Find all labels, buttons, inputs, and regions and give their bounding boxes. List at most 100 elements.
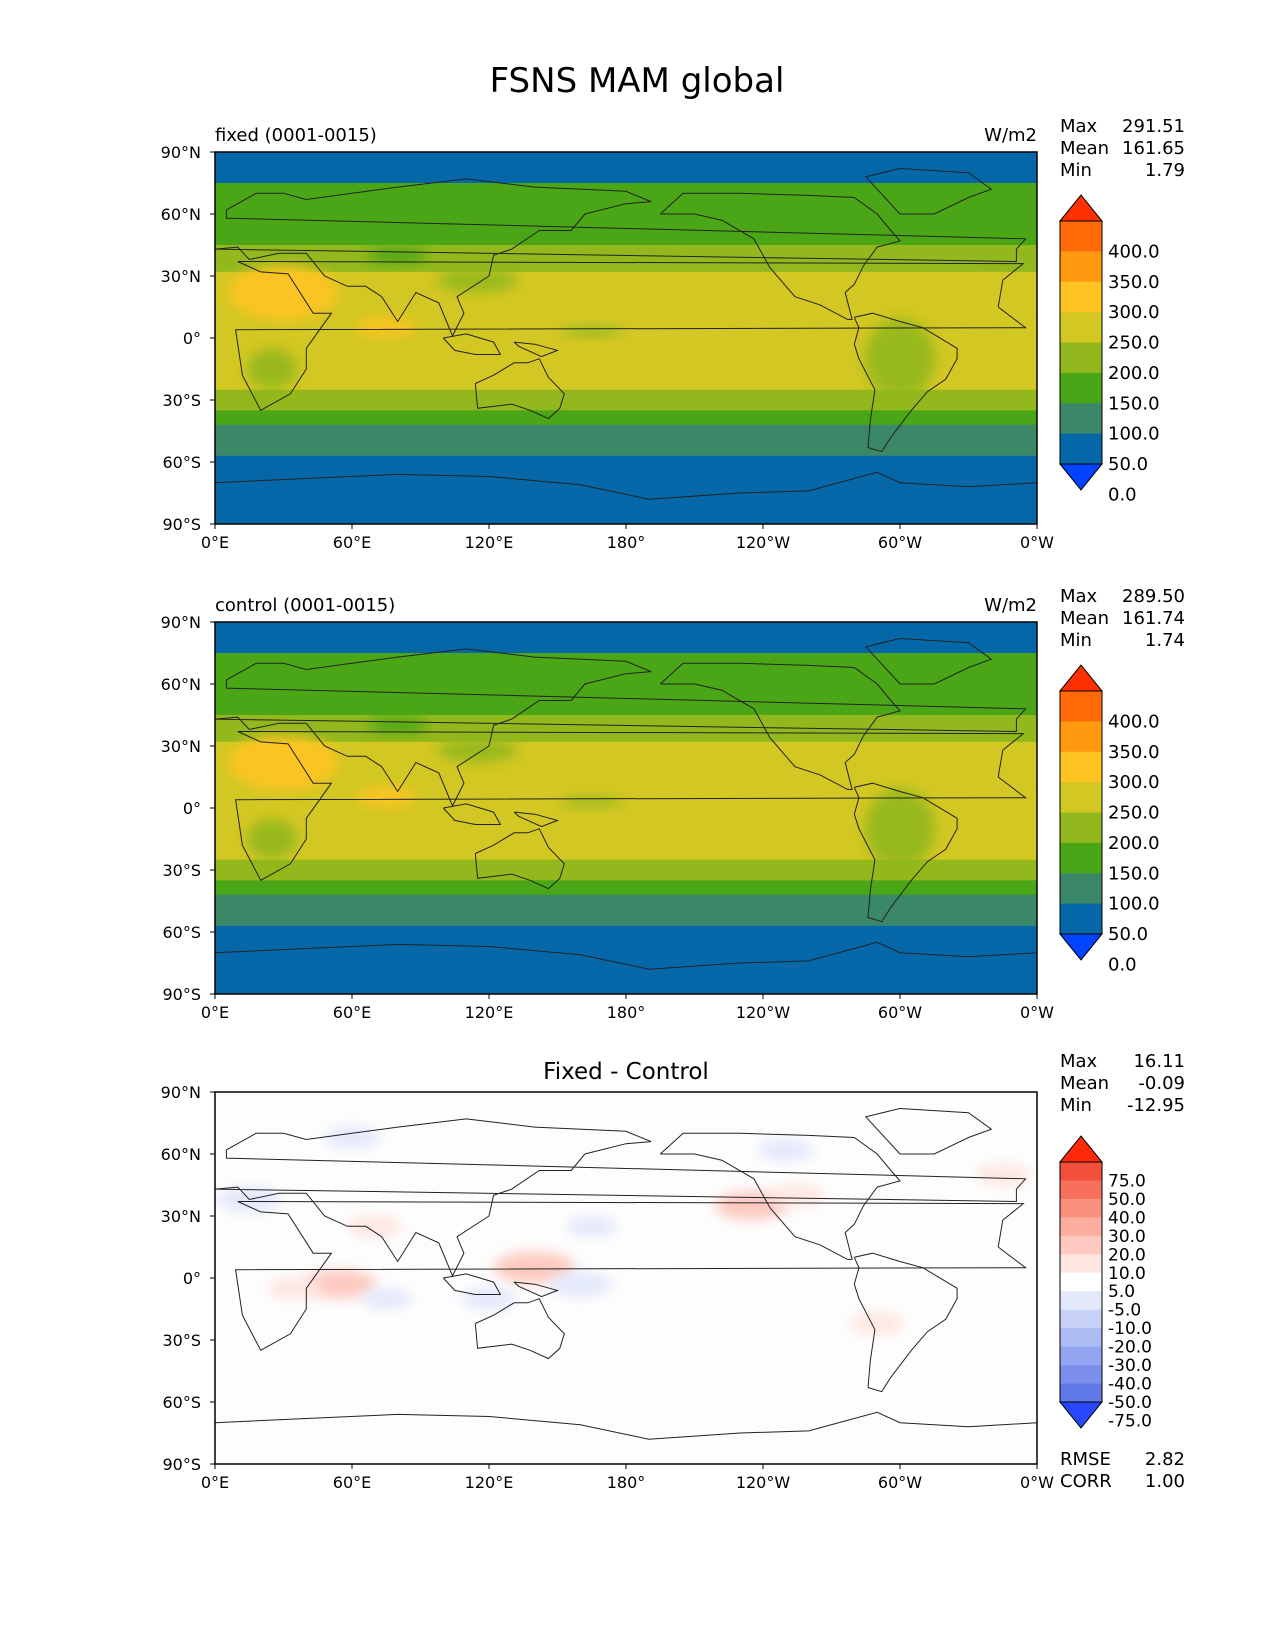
field-band — [215, 684, 1037, 716]
colorbar-label: 20.0 — [1108, 1245, 1146, 1265]
colorbar-extend-min — [1058, 463, 1104, 491]
colorbar-swatch — [1060, 372, 1102, 404]
difference-blob — [461, 1287, 517, 1310]
colorbar-swatch — [1060, 812, 1102, 844]
field-patch — [865, 788, 935, 869]
coastline — [864, 1107, 993, 1155]
metric-label: RMSE — [1060, 1449, 1111, 1470]
colorbar-label: 300.0 — [1108, 772, 1160, 793]
y-tick-label: 30°S — [162, 1331, 201, 1350]
colorbar-swatch — [1060, 1383, 1102, 1403]
colorbar-swatch — [1060, 842, 1102, 874]
stat-label: Mean — [1060, 1073, 1109, 1094]
panel-title-center: Fixed - Control — [543, 1059, 709, 1085]
field-band — [215, 245, 1037, 273]
x-tick-label: 180° — [607, 1473, 646, 1492]
colorbar-swatch — [1060, 873, 1102, 905]
colorbar-swatch — [1060, 281, 1102, 313]
difference-blob — [849, 1312, 905, 1335]
map-field — [215, 152, 1037, 524]
x-tick-label: 0°W — [1020, 533, 1054, 552]
coastline — [214, 941, 1038, 970]
y-tick-label: 60°S — [162, 923, 201, 942]
metric-value: 1.00 — [1145, 1471, 1185, 1492]
x-tick-label: 180° — [607, 533, 646, 552]
x-tick-label: 0°E — [201, 1003, 229, 1022]
colorbar-label: 400.0 — [1108, 711, 1160, 732]
difference-blob — [769, 1184, 825, 1207]
map-field — [215, 1092, 1037, 1464]
panel-control: control (0001-0015) W/m2 0°E 60°E 120°E 180… — [161, 586, 1185, 1022]
colorbar-swatch — [1060, 1328, 1102, 1348]
colorbar-label: 10.0 — [1108, 1264, 1146, 1284]
field-band — [215, 271, 1037, 318]
stat-value: 161.65 — [1122, 138, 1185, 159]
field-band — [215, 715, 1037, 743]
colorbar-swatch — [1060, 1162, 1102, 1181]
field-band — [215, 183, 1037, 215]
difference-blob — [347, 1215, 403, 1238]
colorbar-label: 75.0 — [1108, 1171, 1146, 1191]
colorbar-extend-max — [1058, 664, 1104, 692]
x-tick-label: 120°W — [736, 533, 791, 552]
coastline — [214, 471, 1038, 500]
coastline — [513, 811, 560, 828]
difference-blob — [304, 1269, 377, 1299]
colorbar-label: 350.0 — [1108, 742, 1160, 763]
colorbar-label: 50.0 — [1108, 454, 1148, 475]
colorbar-swatch — [1060, 1291, 1102, 1311]
field-patch — [228, 264, 339, 321]
x-axis: 0°E 60°E 120°E 180° 120°W 60°W 0°W — [201, 524, 1054, 552]
panel-difference: Fixed - Control 0°E 60°E 120°E 180° 120°W 60°… — [161, 1051, 1185, 1492]
colorbar-extend-min — [1058, 933, 1104, 961]
stat-label: Max — [1060, 586, 1098, 607]
colorbar-label: 200.0 — [1108, 833, 1160, 854]
stat-label: Mean — [1060, 138, 1109, 159]
colorbar-label: 150.0 — [1108, 393, 1160, 414]
colorbar-label: 50.0 — [1108, 924, 1148, 945]
stat-label: Min — [1060, 630, 1092, 651]
field-patch — [437, 738, 518, 763]
colorbar-swatch — [1060, 1235, 1102, 1255]
x-tick-label: 60°W — [878, 1003, 922, 1022]
y-tick-label: 0° — [183, 799, 201, 818]
coastline — [853, 1252, 958, 1393]
coastline — [864, 637, 993, 685]
colorbar-swatch — [1060, 721, 1102, 753]
colorbar-swatch — [1060, 1365, 1102, 1385]
y-axis: 90°N 60°N 30°N 0° 30°S 60°S 90°S — [161, 143, 215, 534]
colorbar-label: 300.0 — [1108, 302, 1160, 323]
colorbar-frame — [1059, 1161, 1103, 1403]
x-tick-label: 0°W — [1020, 1003, 1054, 1022]
y-tick-label: 30°N — [161, 737, 201, 756]
y-axis: 90°N 60°N 30°N 0° 30°S 60°S 90°S — [161, 1083, 215, 1474]
x-tick-label: 120°W — [736, 1473, 791, 1492]
field-band — [215, 859, 1037, 881]
coastline — [442, 803, 502, 825]
field-patch — [356, 787, 417, 808]
field-patch — [865, 318, 935, 399]
difference-blob — [493, 1251, 576, 1284]
stat-label: Min — [1060, 160, 1092, 181]
colorbar-swatch — [1060, 751, 1102, 783]
colorbar-swatch — [1060, 251, 1102, 283]
stats-block: Max 291.51 Mean 161.65 Min 1.79 — [1060, 116, 1185, 181]
colorbar-label: 100.0 — [1108, 894, 1160, 915]
coastline — [235, 1201, 1028, 1351]
colorbar-extend-max — [1058, 194, 1104, 222]
y-tick-label: 90°N — [161, 1083, 201, 1102]
difference-blob — [758, 1139, 814, 1161]
colorbar: 400.0 350.0 300.0 250.0 200.0 150.0 100.0 50.0 0… — [1058, 194, 1160, 505]
colorbar-label: 5.0 — [1108, 1282, 1135, 1302]
y-tick-label: 0° — [183, 329, 201, 348]
map-field — [215, 622, 1037, 994]
colorbar-swatch — [1060, 403, 1102, 435]
x-tick-label: 120°E — [465, 1473, 514, 1492]
field-patch — [247, 349, 298, 389]
coastline — [513, 341, 560, 358]
y-tick-label: 60°N — [161, 675, 201, 694]
panel-title-left: fixed (0001-0015) — [215, 125, 377, 146]
x-tick-label: 60°W — [878, 533, 922, 552]
metric-value: 2.82 — [1145, 1449, 1185, 1470]
x-tick-label: 0°E — [201, 533, 229, 552]
